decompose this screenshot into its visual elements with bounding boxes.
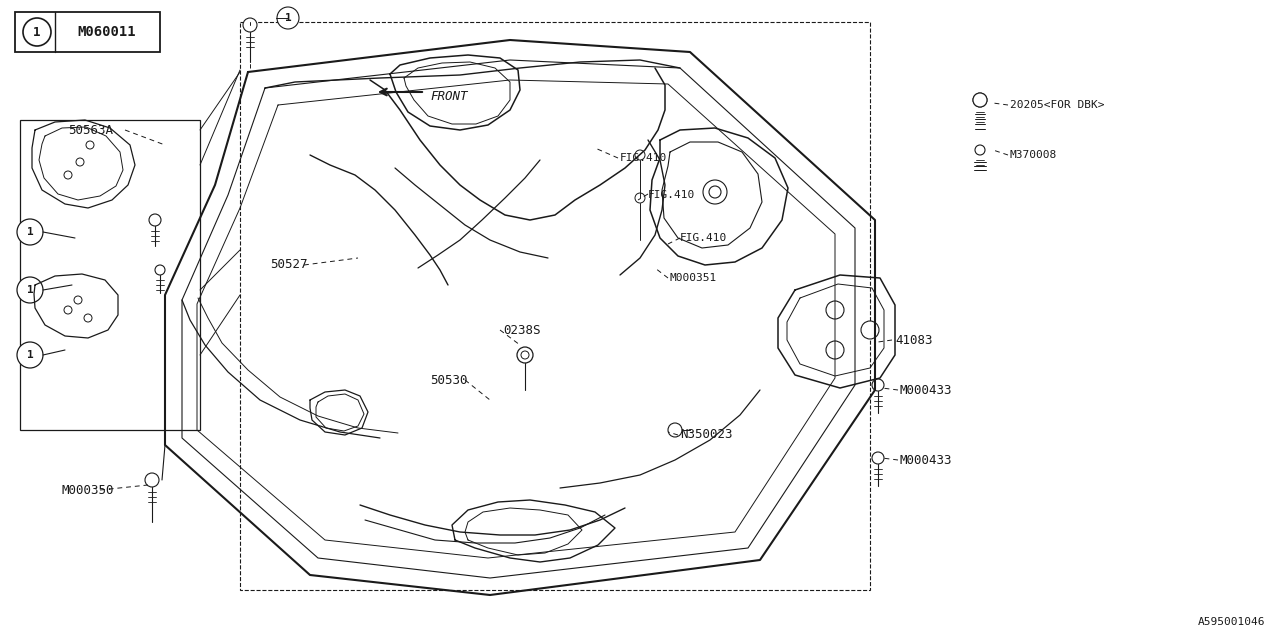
Circle shape [148, 214, 161, 226]
Circle shape [826, 341, 844, 359]
Circle shape [74, 296, 82, 304]
Circle shape [861, 321, 879, 339]
Text: 50563A: 50563A [68, 124, 113, 136]
Text: 1: 1 [27, 285, 33, 295]
Circle shape [64, 306, 72, 314]
Text: M000350: M000350 [61, 483, 114, 497]
Circle shape [635, 150, 645, 160]
Text: M000433: M000433 [900, 383, 952, 397]
Text: FIG.410: FIG.410 [620, 153, 667, 163]
Text: N350023: N350023 [680, 429, 732, 442]
Bar [15, 12, 160, 52]
Text: 20205<FOR DBK>: 20205<FOR DBK> [1010, 100, 1105, 110]
Circle shape [973, 93, 987, 107]
Circle shape [521, 351, 529, 359]
Circle shape [276, 7, 300, 29]
Circle shape [975, 145, 986, 155]
Text: 50527: 50527 [270, 259, 307, 271]
Circle shape [17, 277, 44, 303]
Bar [20, 120, 200, 430]
Text: 1: 1 [27, 227, 33, 237]
Circle shape [17, 219, 44, 245]
Circle shape [76, 158, 84, 166]
Circle shape [243, 18, 257, 32]
Circle shape [872, 379, 884, 391]
Circle shape [155, 265, 165, 275]
Circle shape [973, 93, 987, 107]
Circle shape [703, 180, 727, 204]
Text: M000351: M000351 [669, 273, 717, 283]
Circle shape [517, 347, 532, 363]
Text: 50530: 50530 [430, 374, 467, 387]
Circle shape [872, 452, 884, 464]
Circle shape [64, 171, 72, 179]
Circle shape [635, 193, 645, 203]
Circle shape [17, 342, 44, 368]
Text: 1: 1 [27, 350, 33, 360]
Circle shape [86, 141, 93, 149]
Circle shape [145, 473, 159, 487]
Circle shape [668, 423, 682, 437]
Text: 0238S: 0238S [503, 323, 540, 337]
Text: M000433: M000433 [900, 454, 952, 467]
Text: 41083: 41083 [895, 333, 933, 346]
Text: 1: 1 [284, 13, 292, 23]
Circle shape [84, 314, 92, 322]
Text: M060011: M060011 [78, 25, 136, 39]
Circle shape [23, 18, 51, 46]
Bar [241, 22, 870, 590]
Text: FRONT: FRONT [430, 90, 467, 102]
Circle shape [826, 301, 844, 319]
Text: FIG.410: FIG.410 [680, 233, 727, 243]
Circle shape [709, 186, 721, 198]
Text: FIG.410: FIG.410 [648, 190, 695, 200]
Text: A595001046: A595001046 [1198, 617, 1265, 627]
Text: M370008: M370008 [1010, 150, 1057, 160]
Text: 1: 1 [33, 26, 41, 38]
